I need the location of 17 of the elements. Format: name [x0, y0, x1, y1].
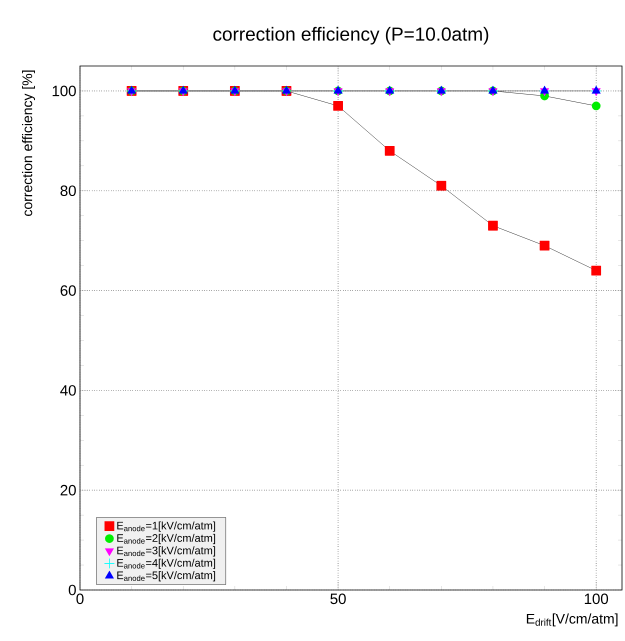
x-tick-label: 50 [330, 594, 346, 604]
chart-title: correction efficiency (P=10.0atm) [213, 26, 488, 45]
legend-label: E$_{anode}$=2[kV/cm/atm] [117, 534, 216, 544]
y-tick-label: 60 [60, 285, 76, 296]
y-tick-label: 80 [60, 185, 76, 196]
x-tick-label: 0 [76, 594, 84, 604]
legend-label: E$_{anode}$=1[kV/cm/atm] [117, 521, 216, 532]
legend-label: E$_{anode}$=4[kV/cm/atm] [117, 558, 216, 569]
x-tick-label: 100 [584, 594, 608, 604]
legend-label: E$_{anode}$=3[kV/cm/atm] [117, 546, 216, 556]
y-axis-title: correction efficiency [%] [22, 70, 36, 216]
legend-label: E$_{anode}$=5[kV/cm/atm] [117, 571, 216, 582]
x-axis-title: E$_{drift}$[V/cm/atm] [526, 613, 618, 626]
y-tick-label: 0 [68, 584, 76, 596]
y-tick-label: 20 [60, 484, 76, 496]
y-tick-label: 100 [52, 86, 76, 96]
y-tick-label: 40 [60, 385, 76, 396]
